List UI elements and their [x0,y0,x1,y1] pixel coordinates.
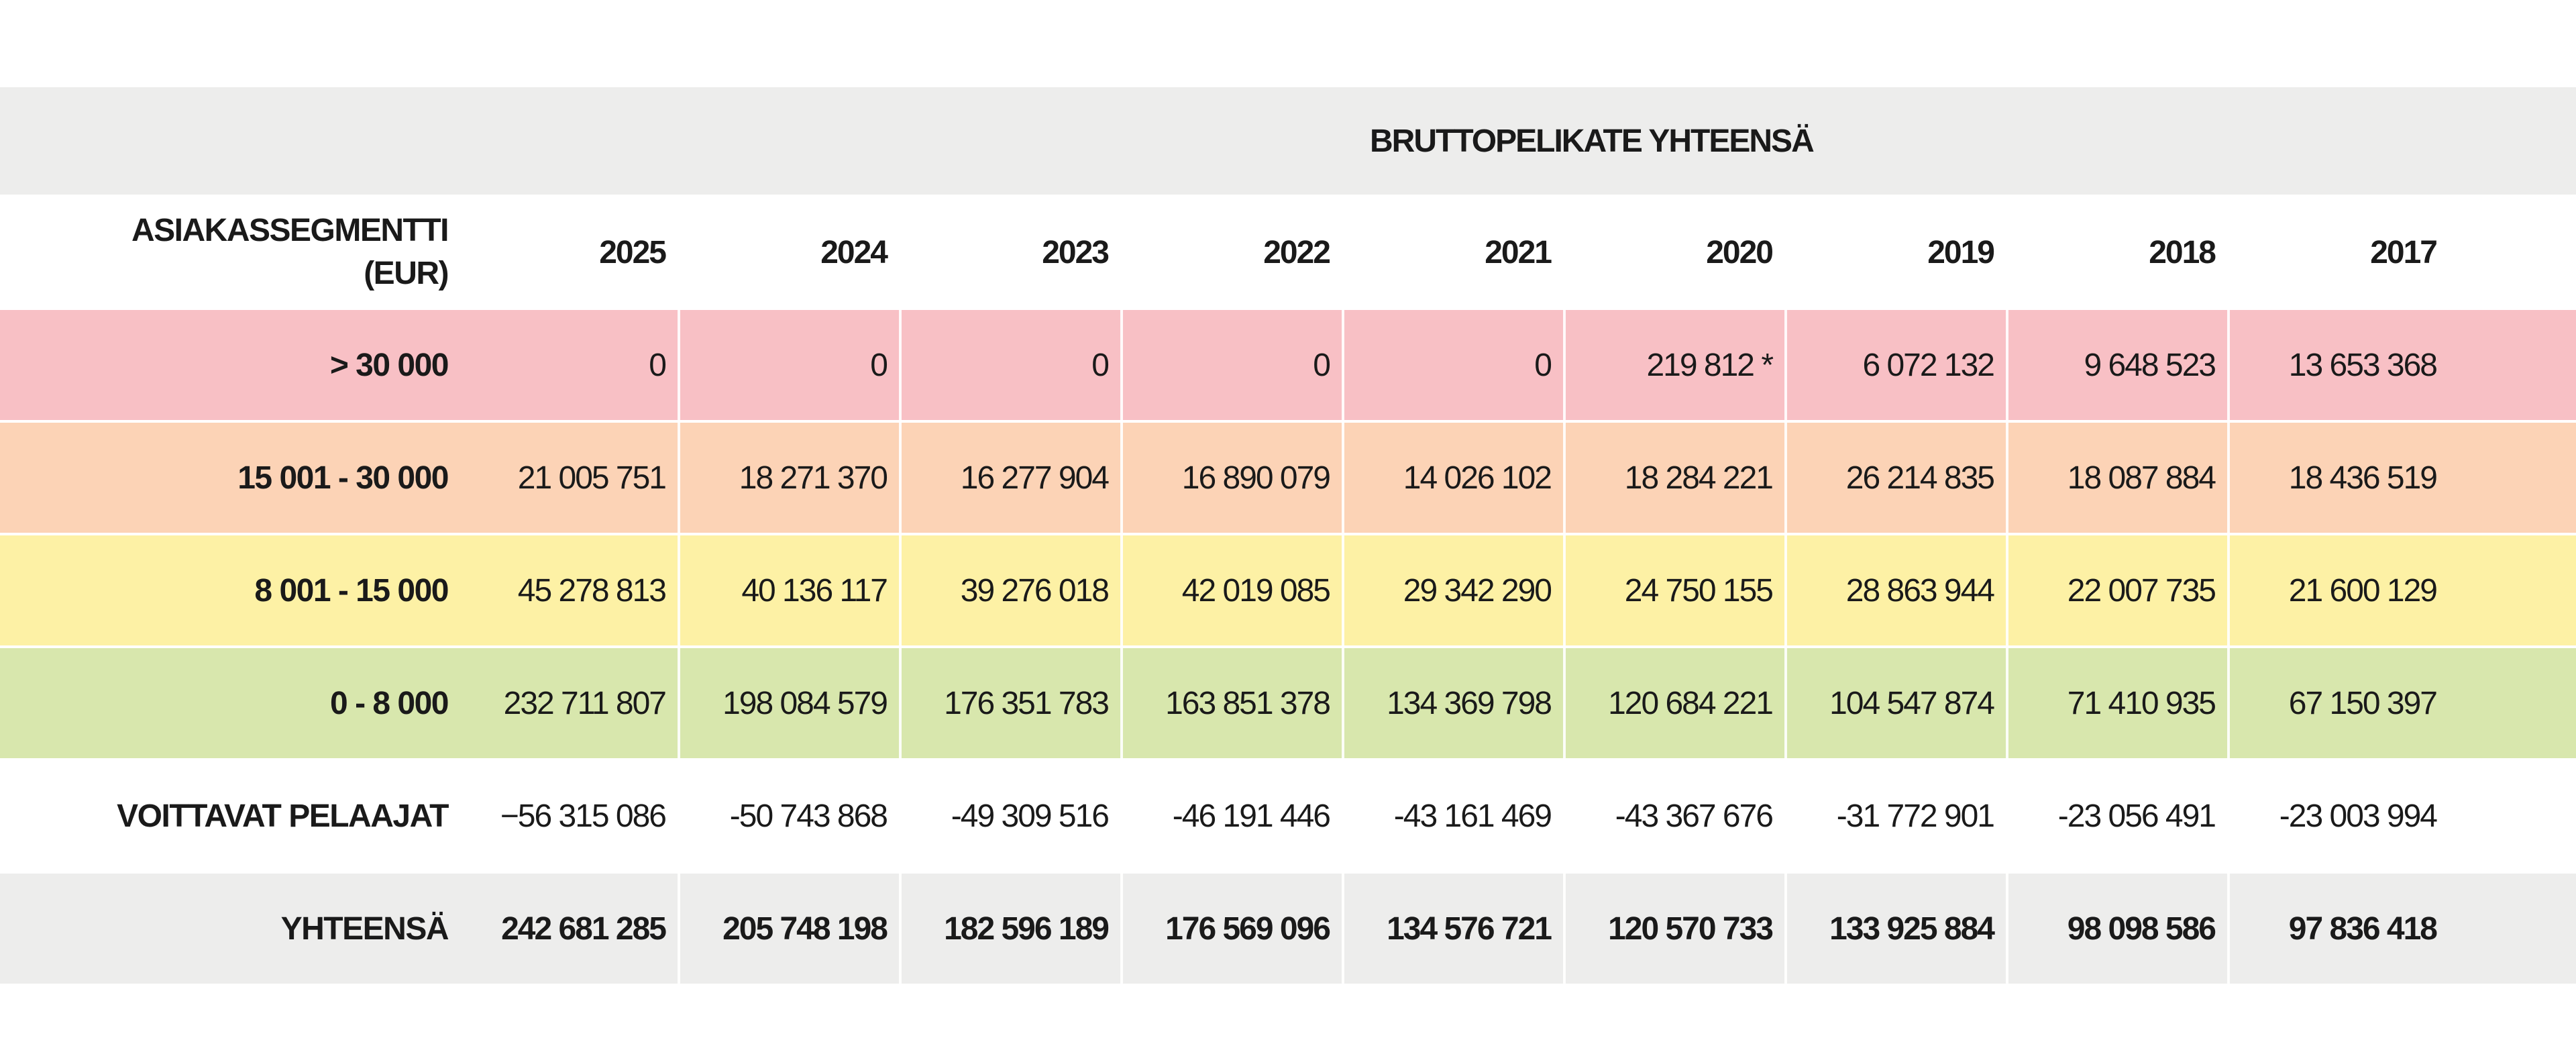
table-cell: 0 [1342,310,1563,420]
segment-label: 15 001 - 30 000 [237,460,449,496]
table-cell: -50 743 868 [729,798,888,834]
table-cell: 40 136 117 [678,535,899,645]
year-header: 2019 [1927,234,1995,270]
year-header: 2020 [1706,234,1774,270]
table-cell: 134 576 721 [1342,874,1563,984]
year-header: 2017 [2370,234,2438,270]
table-cell: -23 056 491 [2057,798,2216,834]
table-cell: 18 436 519 [2227,423,2449,533]
table-cell: -49 309 516 [951,798,1110,834]
segment-row-8001-15000: 8 001 - 15 000 45 278 813 40 136 117 39 … [0,535,2576,645]
segment-label: 0 - 8 000 [330,685,449,721]
table-cell: 26 214 835 [1784,423,2006,533]
year-header: 2023 [1042,234,1110,270]
table-cell: 16 277 904 [899,423,1120,533]
header-row: ASIAKASSEGMENTTI (EUR) 2025 2024 2023 20… [0,197,2576,307]
total-row: YHTEENSÄ 242 681 285 205 748 198 182 596… [0,874,2576,984]
segment-row-0-8000: 0 - 8 000 232 711 807 198 084 579 176 35… [0,648,2576,758]
table-cell: 42 019 085 [1120,535,1342,645]
year-header: 2022 [1263,234,1331,270]
table-cell: 9 648 523 [2006,310,2227,420]
gross-gaming-margin-table: BRUTTOPELIKATE YHTEENSÄ ASIAKASSEGMENTTI… [0,87,2576,984]
table-cell: -43 367 676 [1615,798,1774,834]
year-header: 2021 [1485,234,1552,270]
table-cell: 18 087 884 [2006,423,2227,533]
table-cell: 163 851 378 [1120,648,1342,758]
table-cell: 14 026 102 [1342,423,1563,533]
table-cell: 16 890 079 [1120,423,1342,533]
table-cell: 205 748 198 [678,874,899,984]
year-header: 2018 [2149,234,2216,270]
table-cell: 134 369 798 [1342,648,1563,758]
table-cell: -43 161 469 [1393,798,1552,834]
table-cell: 24 750 155 [1563,535,1784,645]
table-cell: -46 191 446 [1172,798,1331,834]
table-cell: 22 007 735 [2006,535,2227,645]
table-cell: 182 596 189 [899,874,1120,984]
table-cell: 71 410 935 [2006,648,2227,758]
table-cell: 176 351 783 [899,648,1120,758]
table-cell: 0 [649,347,667,383]
segment-label: 8 001 - 15 000 [254,572,449,609]
table-cell: 28 863 944 [1784,535,2006,645]
table-cell: 198 084 579 [678,648,899,758]
table-cell: -23 003 994 [2279,798,2438,834]
table-cell: 219 812 * [1563,310,1784,420]
table-cell: 0 [1120,310,1342,420]
table-cell: 97 836 418 [2227,874,2449,984]
table-cell: 18 271 370 [678,423,899,533]
year-header: 2025 [599,234,667,270]
table-cell: 176 569 096 [1120,874,1342,984]
segment-row-over-30000: > 30 000 0 0 0 0 0 219 812 * 6 072 132 9… [0,310,2576,420]
row-label: VOITTAVAT PELAAJAT [117,798,449,834]
table-cell: 120 570 733 [1563,874,1784,984]
table-cell: 13 653 368 [2227,310,2449,420]
table-cell: -31 772 901 [1836,798,1995,834]
table-cell: 29 342 290 [1342,535,1563,645]
table-cell: 232 711 807 [503,685,667,721]
winning-players-row: VOITTAVAT PELAAJAT −56 315 086 -50 743 8… [0,761,2576,871]
segment-header-line1: ASIAKASSEGMENTTI [131,213,449,248]
table-cell: 133 925 884 [1784,874,2006,984]
segment-column-header: ASIAKASSEGMENTTI (EUR) [0,197,456,307]
table-cell: 21 600 129 [2227,535,2449,645]
table-cell: 98 098 586 [2006,874,2227,984]
table-cell: 67 150 397 [2227,648,2449,758]
table-title: BRUTTOPELIKATE YHTEENSÄ [1370,123,1815,159]
segment-header-line2: (EUR) [364,256,449,291]
table-cell: 21 005 751 [517,460,667,496]
table-cell: 39 276 018 [899,535,1120,645]
row-label: YHTEENSÄ [280,910,449,947]
table-cell: 104 547 874 [1784,648,2006,758]
table-cell: 0 [899,310,1120,420]
segment-label: > 30 000 [329,347,449,383]
year-header: 2024 [820,234,888,270]
table-cell: 18 284 221 [1563,423,1784,533]
table-title-row: BRUTTOPELIKATE YHTEENSÄ [0,87,2576,195]
table-cell: 120 684 221 [1563,648,1784,758]
table-cell: 45 278 813 [517,572,667,609]
table-cell: 6 072 132 [1784,310,2006,420]
table-cell: −56 315 086 [500,798,667,834]
table-cell: 0 [678,310,899,420]
segment-row-15001-30000: 15 001 - 30 000 21 005 751 18 271 370 16… [0,423,2576,533]
table-cell: 242 681 285 [501,910,667,947]
